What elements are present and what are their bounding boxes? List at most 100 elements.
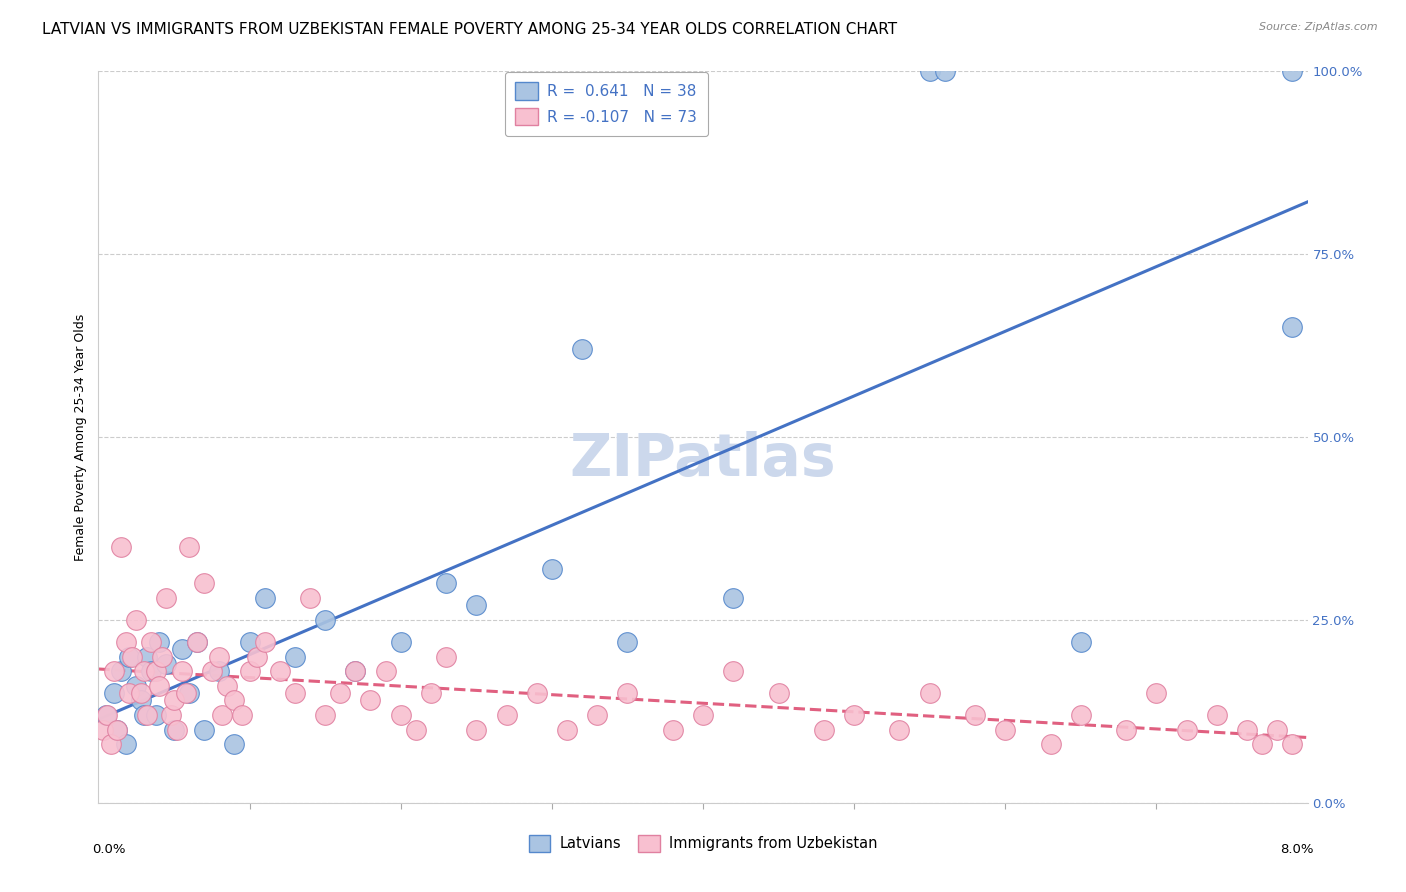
Point	[179, 540, 201, 554]
Point	[692, 708, 714, 723]
Text: 0.0%: 0.0%	[93, 843, 127, 856]
Point	[105, 723, 128, 737]
Point	[389, 708, 412, 723]
Legend: Latvians, Immigrants from Uzbekistan: Latvians, Immigrants from Uzbekistan	[523, 830, 883, 858]
Point	[135, 708, 157, 723]
Point	[314, 708, 336, 723]
Point	[918, 64, 941, 78]
Point	[434, 649, 457, 664]
Point	[555, 723, 578, 737]
Point	[495, 708, 517, 723]
Point	[208, 649, 231, 664]
Point	[813, 723, 835, 737]
Point	[314, 613, 336, 627]
Point	[121, 649, 143, 664]
Point	[965, 708, 987, 723]
Point	[465, 723, 488, 737]
Point	[163, 693, 186, 707]
Point	[994, 723, 1017, 737]
Point	[231, 708, 253, 723]
Point	[170, 642, 193, 657]
Point	[1070, 635, 1092, 649]
Point	[344, 664, 367, 678]
Point	[118, 686, 141, 700]
Point	[129, 686, 152, 700]
Point	[1070, 708, 1092, 723]
Point	[94, 708, 117, 723]
Point	[389, 635, 412, 649]
Point	[889, 723, 911, 737]
Point	[374, 664, 396, 678]
Y-axis label: Female Poverty Among 25-34 Year Olds: Female Poverty Among 25-34 Year Olds	[75, 313, 87, 561]
Point	[420, 686, 443, 700]
Point	[540, 562, 562, 576]
Point	[174, 686, 197, 700]
Point	[661, 723, 683, 737]
Point	[1115, 723, 1137, 737]
Point	[405, 723, 427, 737]
Point	[186, 635, 208, 649]
Point	[571, 343, 593, 357]
Point	[239, 635, 262, 649]
Point	[114, 737, 136, 751]
Point	[434, 576, 457, 591]
Point	[129, 693, 152, 707]
Point	[239, 664, 262, 678]
Point	[253, 635, 276, 649]
Point	[114, 635, 136, 649]
Point	[360, 693, 382, 707]
Point	[723, 591, 745, 605]
Point	[132, 708, 155, 723]
Point	[150, 649, 173, 664]
Point	[918, 686, 941, 700]
Point	[224, 693, 246, 707]
Point	[1281, 320, 1303, 334]
Point	[91, 723, 114, 737]
Point	[155, 657, 177, 671]
Point	[1281, 64, 1303, 78]
Point	[105, 723, 128, 737]
Point	[96, 708, 118, 723]
Text: ZIPatlas: ZIPatlas	[569, 431, 837, 488]
Point	[155, 591, 177, 605]
Point	[465, 599, 488, 613]
Point	[125, 679, 148, 693]
Point	[1039, 737, 1062, 751]
Point	[125, 613, 148, 627]
Point	[269, 664, 291, 678]
Point	[1146, 686, 1168, 700]
Point	[148, 679, 170, 693]
Point	[141, 664, 163, 678]
Point	[344, 664, 367, 678]
Point	[616, 686, 638, 700]
Point	[201, 664, 224, 678]
Point	[208, 664, 231, 678]
Point	[145, 708, 167, 723]
Point	[103, 686, 125, 700]
Point	[1251, 737, 1274, 751]
Point	[616, 635, 638, 649]
Point	[103, 664, 125, 678]
Text: Source: ZipAtlas.com: Source: ZipAtlas.com	[1260, 22, 1378, 32]
Point	[1206, 708, 1229, 723]
Point	[118, 649, 141, 664]
Point	[934, 64, 956, 78]
Point	[329, 686, 352, 700]
Point	[768, 686, 790, 700]
Point	[586, 708, 609, 723]
Point	[110, 664, 132, 678]
Point	[1236, 723, 1258, 737]
Point	[170, 664, 193, 678]
Point	[224, 737, 246, 751]
Point	[132, 664, 155, 678]
Text: LATVIAN VS IMMIGRANTS FROM UZBEKISTAN FEMALE POVERTY AMONG 25-34 YEAR OLDS CORRE: LATVIAN VS IMMIGRANTS FROM UZBEKISTAN FE…	[42, 22, 897, 37]
Point	[166, 723, 188, 737]
Point	[179, 686, 201, 700]
Point	[100, 737, 122, 751]
Point	[211, 708, 233, 723]
Point	[148, 635, 170, 649]
Point	[526, 686, 548, 700]
Point	[1267, 723, 1289, 737]
Point	[246, 649, 269, 664]
Point	[193, 576, 215, 591]
